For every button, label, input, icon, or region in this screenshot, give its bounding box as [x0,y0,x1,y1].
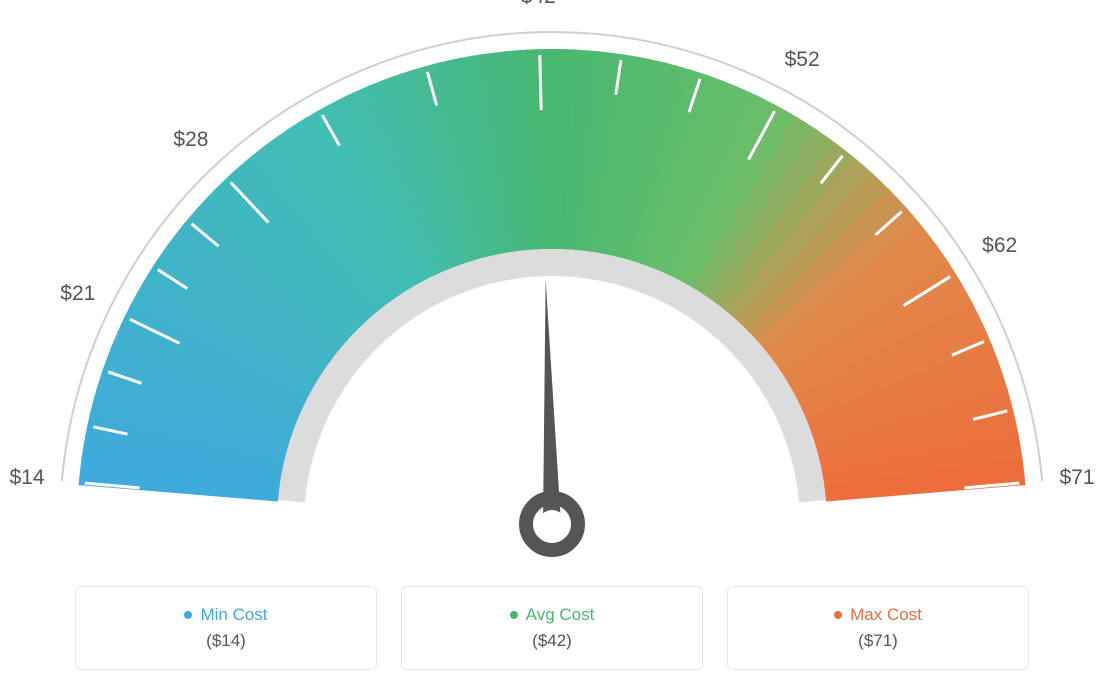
legend-card-max: Max Cost ($71) [727,586,1029,670]
gauge-tick-label: $21 [60,282,95,306]
gauge-tick-label: $62 [982,234,1017,258]
legend-top: Min Cost [184,605,267,625]
gauge-needle [543,279,561,524]
gauge-tick-label: $14 [9,466,44,490]
legend-card-min: Min Cost ($14) [75,586,377,670]
gauge-tick-label: $71 [1059,466,1094,490]
gauge-tick-label: $42 [521,0,556,9]
legend-label: Max Cost [850,605,922,625]
legend-value: ($14) [206,631,246,651]
gauge-svg [0,0,1104,560]
legend-row: Min Cost ($14) Avg Cost ($42) Max Cost (… [0,586,1104,670]
legend-value: ($42) [532,631,572,651]
legend-top: Avg Cost [510,605,595,625]
legend-dot-icon [184,611,192,619]
legend-dot-icon [510,611,518,619]
gauge-needle-hub-inner [538,510,566,538]
legend-label: Avg Cost [526,605,595,625]
gauge-tick-label: $52 [785,48,820,72]
gauge-tick-label: $28 [173,128,208,152]
gauge-chart: $14 $21 $28 $42 $52 $62 $71 [0,0,1104,560]
legend-label: Min Cost [200,605,267,625]
legend-value: ($71) [858,631,898,651]
legend-dot-icon [834,611,842,619]
legend-top: Max Cost [834,605,922,625]
legend-card-avg: Avg Cost ($42) [401,586,703,670]
